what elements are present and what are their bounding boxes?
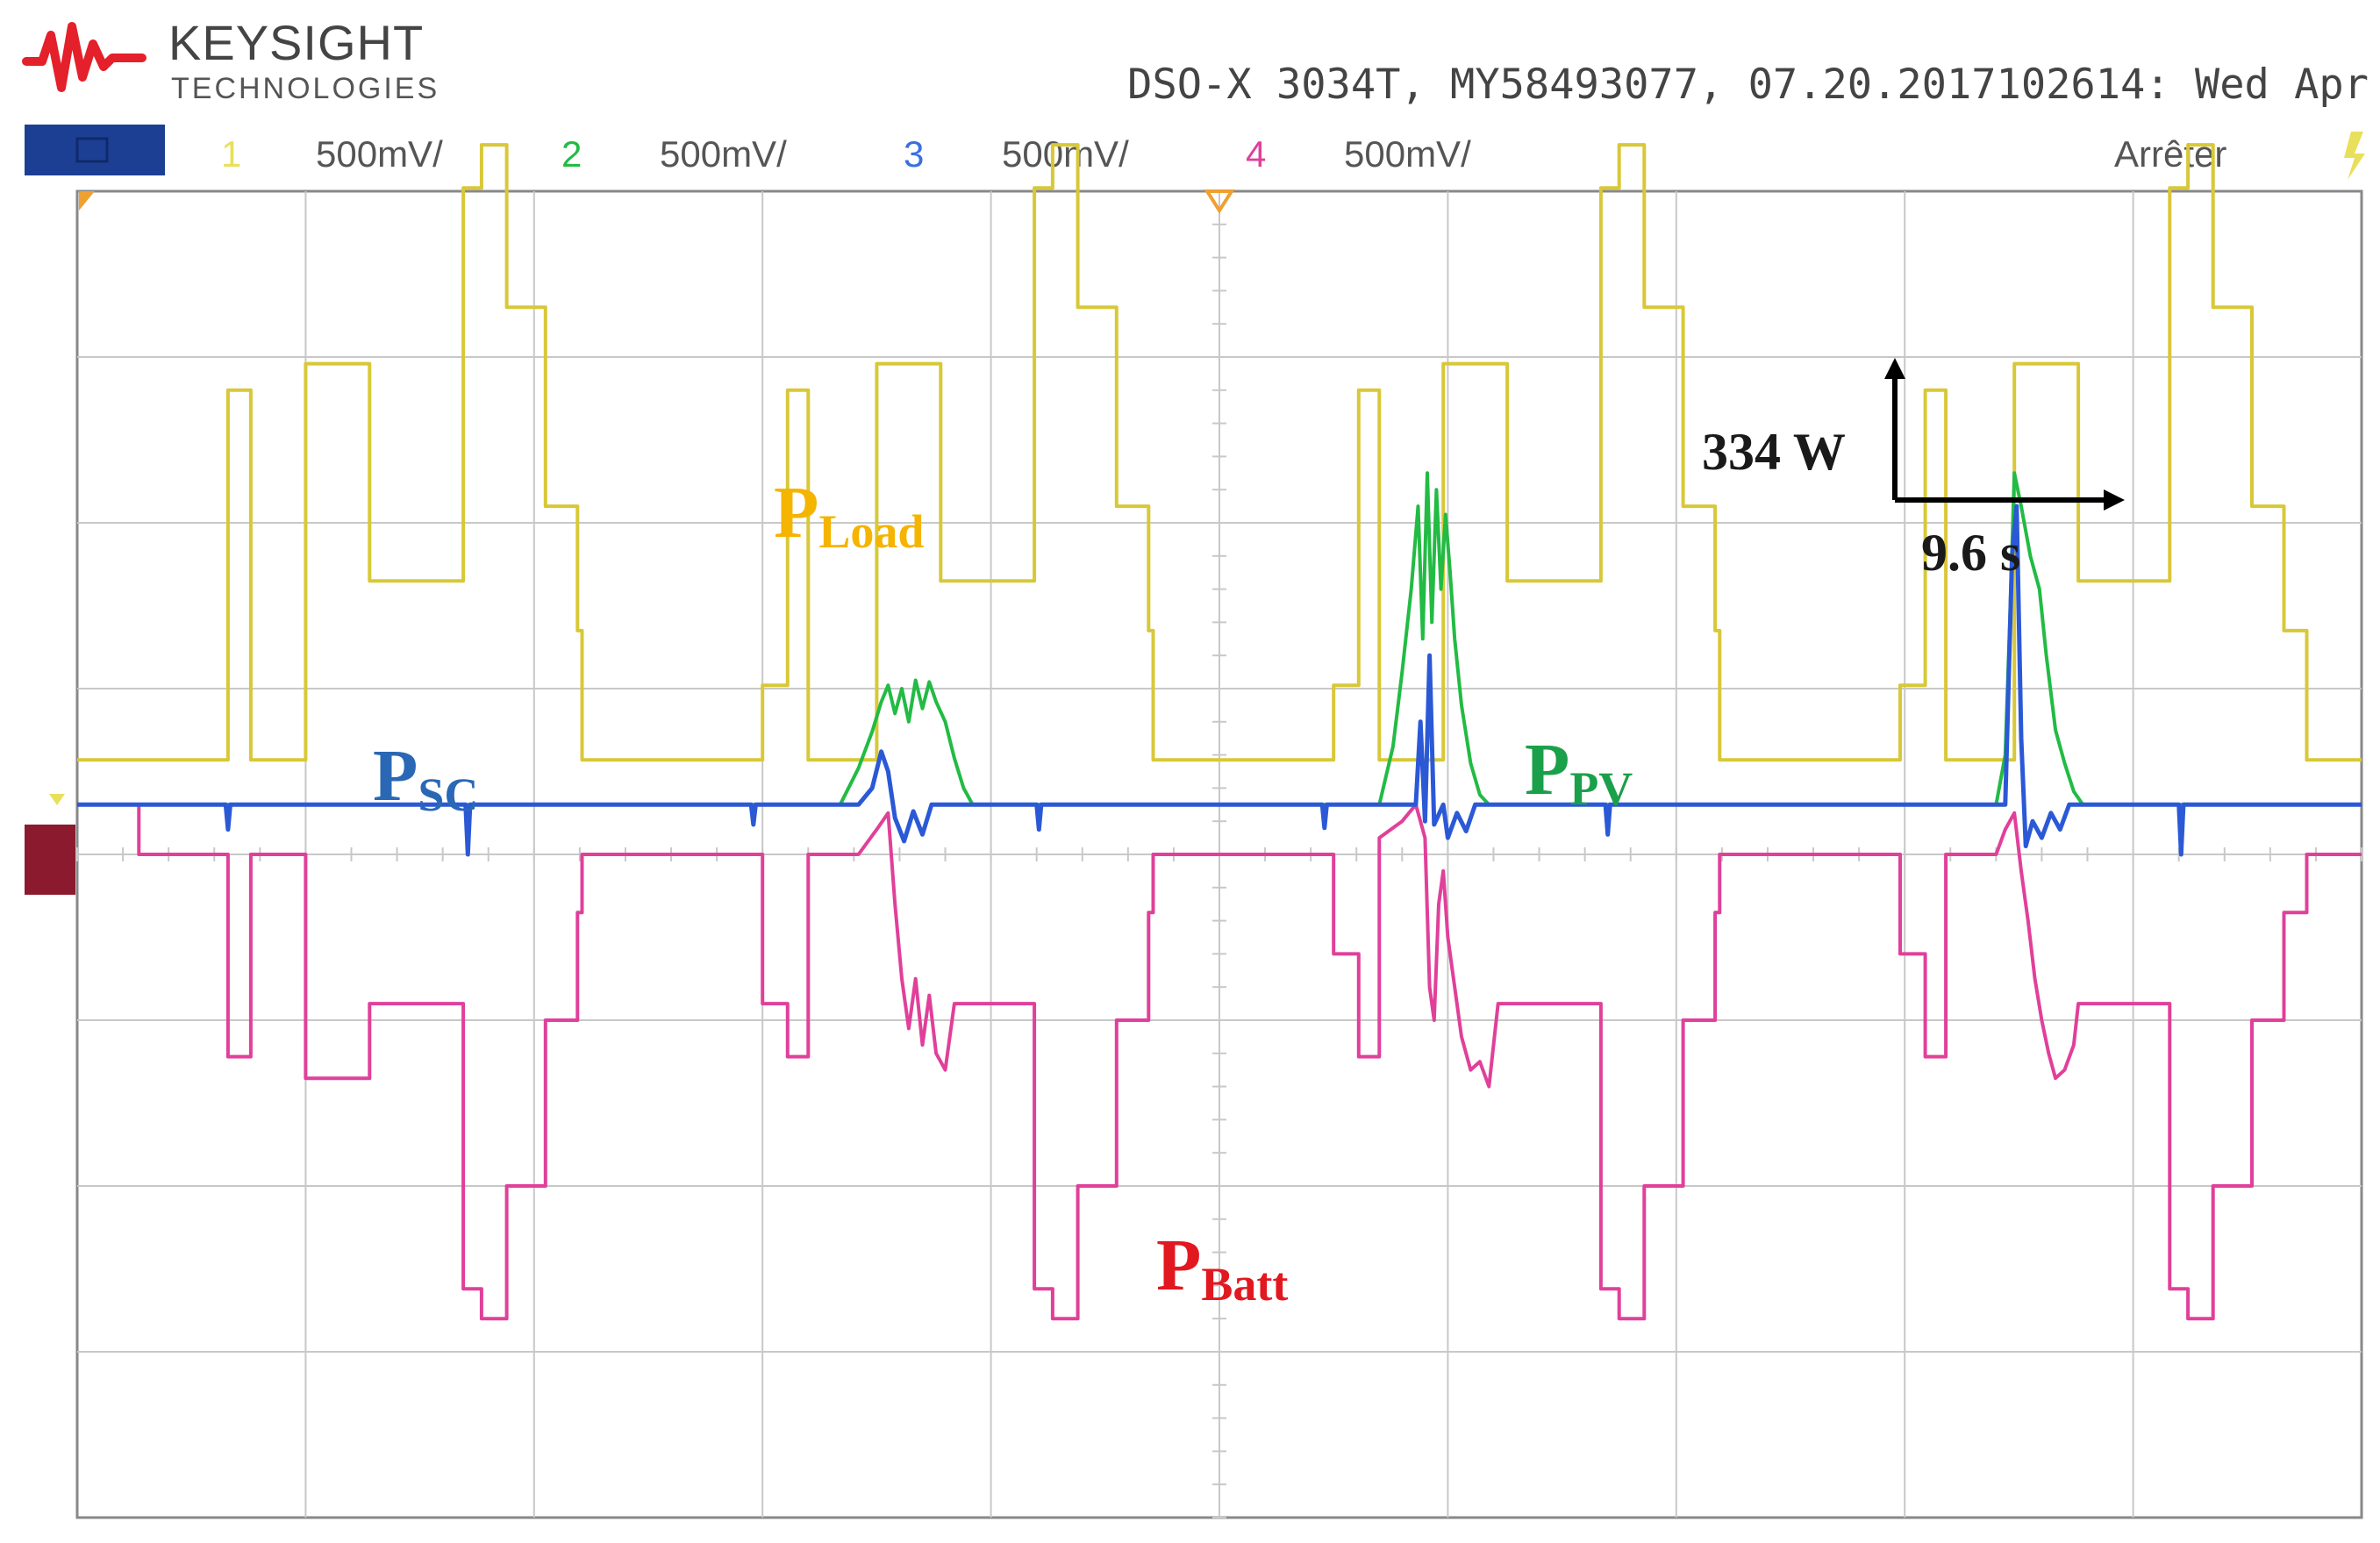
power-scale-label: 334 W xyxy=(1702,423,1846,481)
brand-subtitle: TECHNOLOGIES xyxy=(171,72,440,105)
series-label-batt: PBatt xyxy=(1156,1225,1288,1311)
channel-1-level-marker xyxy=(49,794,65,805)
channel-1-indicator[interactable]: 1 500mV/ xyxy=(221,133,443,175)
channel-1-scale: 500mV/ xyxy=(316,133,443,175)
channel-3-number: 3 xyxy=(904,133,924,175)
channel-1-number: 1 xyxy=(221,133,241,175)
channel-2-number: 2 xyxy=(561,133,582,175)
keysight-logo xyxy=(22,22,147,92)
waveform-traces xyxy=(77,143,2362,1321)
channel-3-indicator[interactable]: 3 500mV/ xyxy=(904,133,1129,175)
arrow-up-icon xyxy=(1884,358,1905,379)
waveform-logo-icon xyxy=(22,22,147,92)
trace-p-pv xyxy=(77,471,2362,807)
series-label-load: PLoad xyxy=(774,472,924,558)
channel-4-indicator[interactable]: 4 500mV/ xyxy=(1246,133,1471,175)
channel-3-scale: 500mV/ xyxy=(1002,133,1129,175)
trace-p-load xyxy=(77,143,2362,762)
channel-4-number: 4 xyxy=(1246,133,1266,175)
trigger-icon xyxy=(2344,132,2365,180)
menu-icon xyxy=(75,137,109,163)
trigger-position-marker xyxy=(79,191,95,211)
brand-name: KEYSIGHT xyxy=(168,15,424,70)
trace-p-sc xyxy=(77,504,2362,857)
ground-reference-marker[interactable] xyxy=(25,825,75,895)
display-menu-button[interactable] xyxy=(25,125,165,175)
instrument-info: DSO-X 3034T, MY58493077, 07.20.201710261… xyxy=(1127,61,2369,109)
channel-4-scale: 500mV/ xyxy=(1344,133,1471,175)
scale-annotation: 334 W 9.6 s xyxy=(1702,358,2125,582)
run-state[interactable]: Arrêter xyxy=(2114,133,2226,175)
time-scale-label: 9.6 s xyxy=(1921,524,2020,582)
trace-p-batt xyxy=(77,803,2362,1321)
channel-2-indicator[interactable]: 2 500mV/ xyxy=(561,133,787,175)
series-label-pv: PPV xyxy=(1525,729,1633,815)
channel-2-scale: 500mV/ xyxy=(660,133,787,175)
series-label-sc: PSC xyxy=(373,735,478,821)
time-reference-marker xyxy=(1204,189,1235,214)
arrow-right-icon xyxy=(2104,489,2125,511)
